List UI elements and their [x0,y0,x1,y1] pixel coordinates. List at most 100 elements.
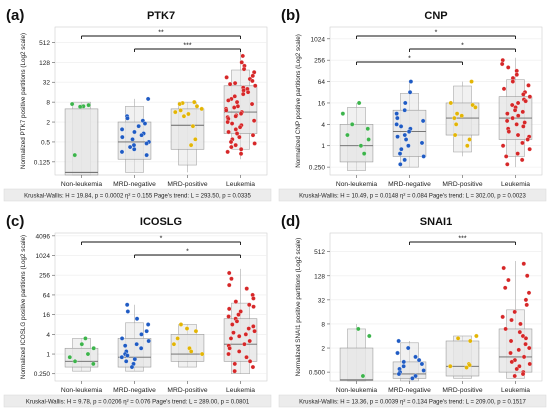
data-point [120,134,125,140]
data-point [413,354,418,360]
x-tick-label: MRD-negative [113,387,156,394]
y-tick-label: 4096 [36,233,51,240]
data-point [72,152,78,158]
data-point [514,122,519,127]
significance-label: * [435,30,438,37]
panel-label: (c) [6,213,24,230]
data-point [500,143,506,148]
y-axis-label: Normalized ICOSLG positive partitions (L… [20,235,27,379]
panel-cnp: (b) CNP 0.250 1 4 16 64 256 1024 Normalized CNP p… [278,7,547,202]
data-point [232,368,237,374]
data-point [398,124,404,129]
data-point [232,94,238,99]
data-point [144,328,149,334]
data-point [455,336,461,341]
data-point [356,100,362,106]
data-point [500,314,505,320]
data-point [226,306,232,312]
data-point [199,106,204,112]
data-point [515,100,521,106]
y-tick-label: 16 [43,312,51,319]
y-tick-label: 1 [321,143,325,150]
data-point [519,157,525,163]
data-point [125,309,131,314]
data-point [69,101,75,107]
y-tick-label: 0.5 [41,139,50,146]
y-tick-label: 1024 [36,253,51,260]
data-point [408,79,414,84]
box [339,347,374,381]
data-point [245,89,251,95]
data-point [134,316,140,321]
data-point [192,99,197,105]
y-tick-label: 512 [314,249,325,256]
y-tick-label: 128 [314,273,325,280]
data-point [358,143,364,148]
data-point [349,122,355,127]
y-tick-label: 4 [321,122,325,129]
data-point [521,261,527,266]
data-point [227,81,233,87]
data-point [226,314,231,319]
data-point [510,115,515,121]
data-point [247,338,252,344]
data-point [521,124,526,129]
data-point [226,351,231,357]
data-point [467,362,472,368]
data-point [410,376,415,381]
panel-snai1: (d) SNAI1 0.500 2 8 32 128 512 Normalized SNAI1 … [278,213,547,408]
data-point [416,357,422,363]
x-tick-label: MRD-positive [167,387,207,394]
data-point [237,124,243,130]
data-point [123,359,129,364]
data-point [241,66,247,72]
data-point [250,78,255,84]
data-point [509,359,515,365]
data-point [234,319,240,324]
x-tick-label: Leukemia [501,387,530,394]
significance-label: * [461,43,464,50]
data-point [186,111,191,117]
data-point [419,361,425,367]
data-point [146,338,151,344]
data-point [184,326,190,331]
data-point [237,134,242,140]
stats-bar [3,188,272,202]
x-tick-label: Leukemia [226,181,255,188]
data-point [234,131,240,136]
data-point [130,137,135,142]
data-point [233,113,238,119]
data-point [356,326,361,332]
data-point [512,373,517,379]
x-tick-label: MRD-positive [167,181,207,188]
data-point [119,127,125,132]
data-point [171,341,177,347]
data-point [506,277,511,283]
data-point [399,146,404,152]
data-point [226,98,231,103]
data-point [194,104,200,109]
data-point [473,105,478,110]
data-point [525,137,530,142]
data-point [504,118,510,124]
data-point [228,336,234,341]
data-point [467,338,473,344]
data-point [238,309,243,314]
x-tick-label: Leukemia [226,387,255,394]
data-point [190,123,196,129]
data-point [199,351,205,357]
x-tick-label: MRD-positive [442,181,482,188]
data-point [236,333,242,339]
data-point [520,109,526,115]
box [64,108,99,176]
data-point [397,151,403,156]
data-point [246,326,251,331]
data-point [522,120,527,125]
data-point [132,129,137,135]
data-point [252,83,258,89]
data-point [509,317,514,323]
data-point [398,162,403,167]
data-point [503,154,509,159]
data-point [86,102,91,108]
data-point [252,328,257,334]
